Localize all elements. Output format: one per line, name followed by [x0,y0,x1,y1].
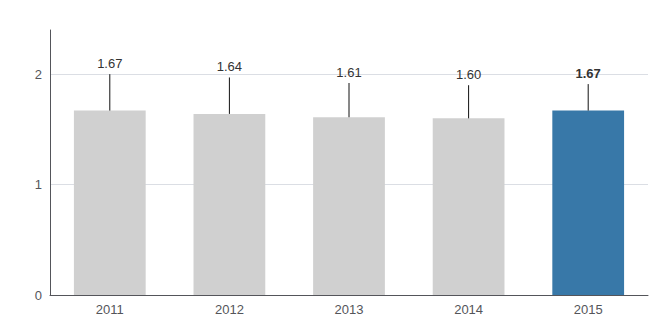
svg-text:1.60: 1.60 [456,67,481,82]
svg-text:2: 2 [35,67,42,82]
svg-text:2014: 2014 [454,302,483,317]
svg-text:2013: 2013 [335,302,364,317]
svg-text:2012: 2012 [215,302,244,317]
svg-text:1: 1 [35,177,42,192]
svg-text:1.61: 1.61 [336,65,361,80]
svg-text:0: 0 [35,288,42,303]
svg-text:1.64: 1.64 [217,59,242,74]
svg-text:2011: 2011 [96,302,124,317]
svg-text:1.67: 1.67 [576,66,601,81]
svg-text:1.67: 1.67 [97,56,122,71]
svg-text:2015: 2015 [574,302,603,317]
